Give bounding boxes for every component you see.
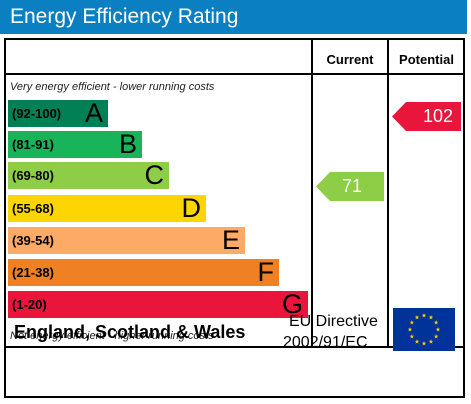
eu-star-icon — [414, 314, 420, 320]
band-letter: E — [221, 225, 240, 255]
potential-arrow-shape — [392, 102, 461, 131]
band-letter: D — [181, 193, 202, 223]
rating-frame: Current Potential Very energy efficient … — [4, 38, 465, 398]
header-underline — [6, 73, 463, 75]
band-range: (39-54) — [12, 233, 54, 248]
band-range: (21-38) — [12, 265, 54, 280]
potential-rating-value: 102 — [422, 106, 453, 126]
caption-inefficient: Not energy efficient - higher running co… — [10, 330, 214, 342]
band-a: (92-100) A — [8, 98, 108, 128]
band-range: (69-80) — [12, 168, 54, 183]
chart-title: Energy Efficiency Rating — [10, 5, 239, 28]
directive-line-1: EU Directive — [289, 313, 378, 330]
column-head-current: Current — [326, 52, 374, 67]
eu-star-icon — [409, 334, 415, 339]
eu-star-icon — [435, 327, 441, 332]
band-b: (81-91) B — [8, 129, 142, 159]
divider-potential — [387, 40, 389, 348]
footer-separator — [6, 346, 463, 348]
eu-star-icon — [433, 320, 439, 325]
band-c: (69-80) C — [8, 160, 169, 190]
potential-rating-arrow: 102 — [392, 102, 461, 131]
band-e: (39-54) E — [8, 225, 245, 255]
eu-star-icon — [414, 339, 420, 344]
caption-efficient: Very energy efficient - lower running co… — [10, 81, 215, 93]
band-letter: C — [144, 160, 165, 190]
eu-star-icon — [421, 313, 427, 318]
eu-star-icon — [433, 334, 439, 339]
band-g: (1-20) G — [8, 289, 308, 319]
footer-directive: EU Directive 2002/91/EC — [283, 312, 378, 352]
eu-stars — [407, 313, 441, 346]
band-letter: B — [118, 129, 137, 159]
column-head-potential: Potential — [399, 52, 454, 67]
band-range: (92-100) — [12, 106, 62, 121]
eu-star-icon — [409, 320, 415, 325]
eu-star-icon — [428, 314, 434, 320]
band-d: (55-68) D — [8, 193, 206, 223]
band-range: (81-91) — [12, 137, 54, 152]
current-rating-value: 71 — [341, 176, 362, 196]
current-rating-arrow: 71 — [316, 172, 384, 201]
band-f: (21-38) F — [8, 257, 279, 287]
eu-star-icon — [407, 327, 413, 332]
band-range: (1-20) — [12, 297, 47, 312]
divider-current — [311, 40, 313, 348]
directive-line-2: 2002/91/EC — [283, 334, 368, 351]
band-range: (55-68) — [12, 201, 54, 216]
title-bar: Energy Efficiency Rating — [0, 0, 467, 34]
eu-flag-icon — [393, 308, 455, 351]
band-letter: F — [257, 257, 275, 287]
band-letter: A — [84, 98, 103, 128]
footer-region: England, Scotland & Wales — [14, 322, 246, 342]
eu-star-icon — [428, 339, 434, 344]
eu-star-icon — [421, 341, 427, 346]
band-letter: G — [281, 289, 303, 319]
current-arrow-shape — [316, 172, 384, 201]
